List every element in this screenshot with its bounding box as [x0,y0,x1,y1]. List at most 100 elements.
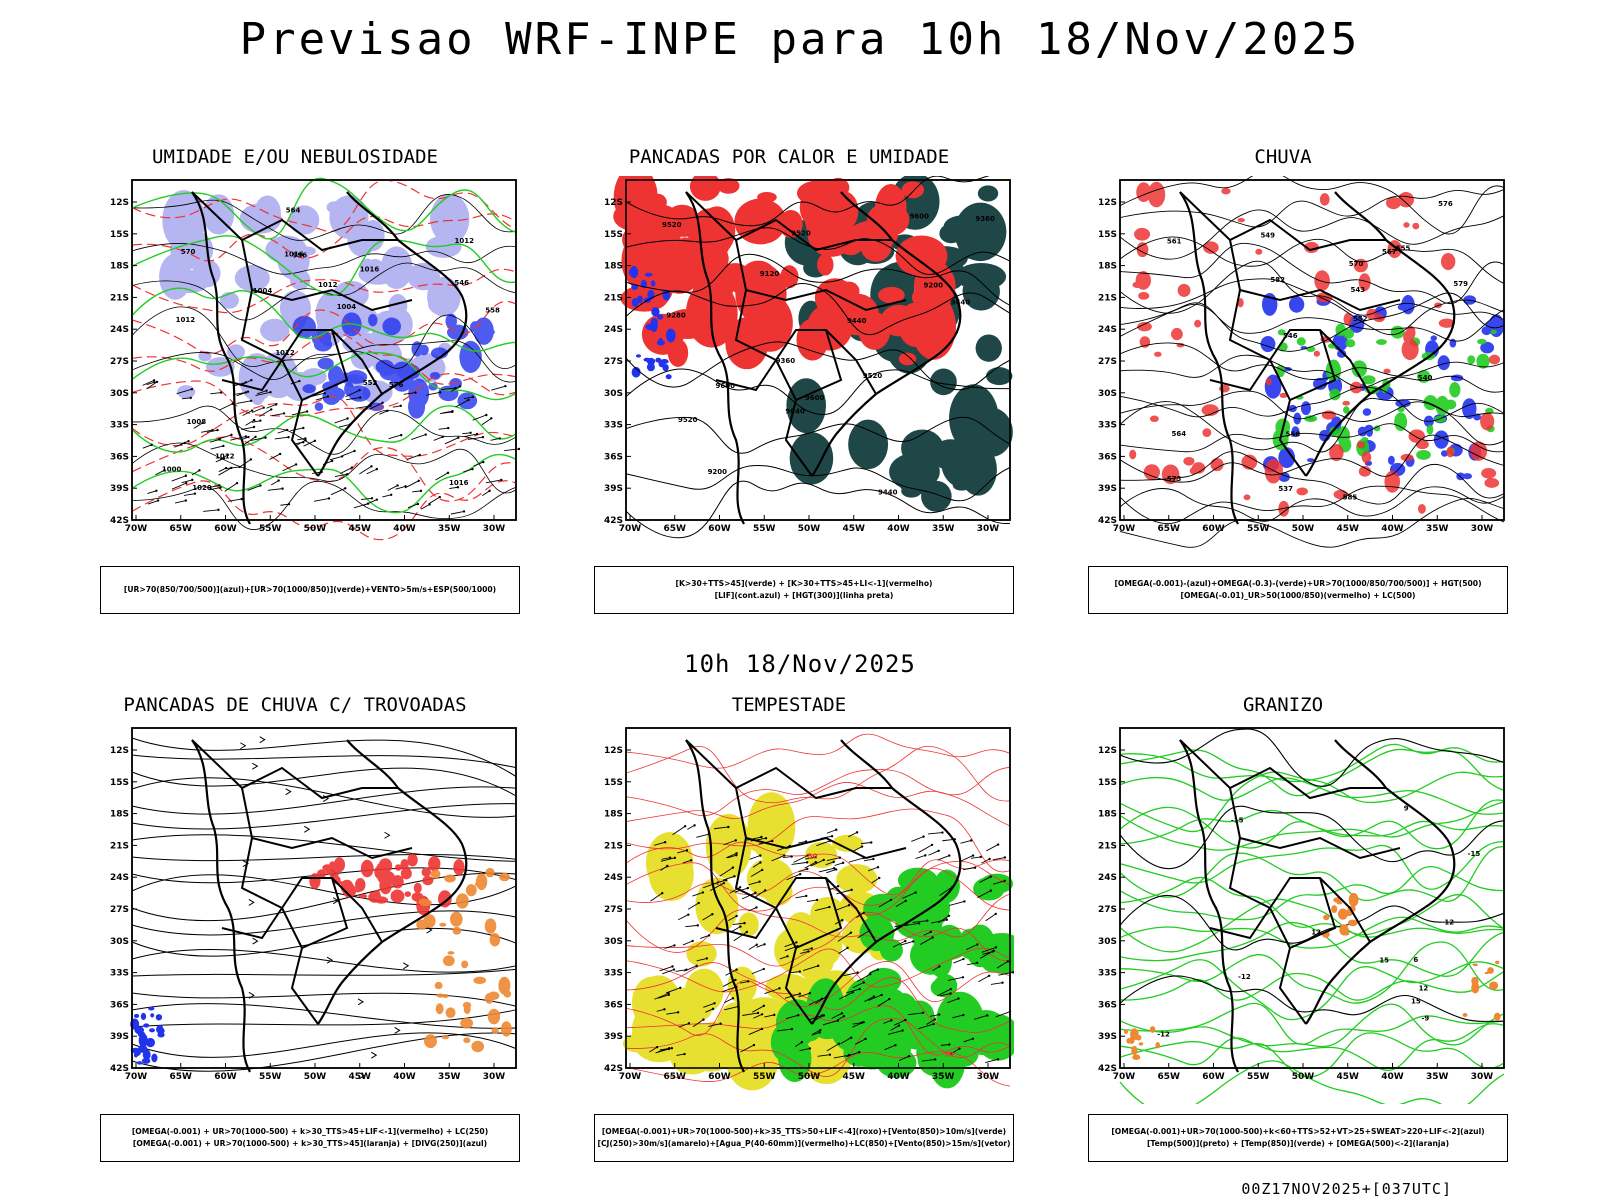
lon-label: 35W [438,524,461,534]
wind-vector [338,424,351,428]
wind-vector-head [790,855,793,858]
wind-vector-head [359,396,362,399]
wind-vector [245,419,255,426]
shaded-area [1154,351,1162,357]
wind-vector [255,391,271,397]
wind-vector [193,422,203,429]
isoline [1119,386,1505,422]
contour-label: 549 [1260,232,1275,240]
wind-vector-head [735,852,738,855]
legend-box: [OMEGA(-0.001)-(azul)+OMEGA(-0.3)-(verde… [1088,566,1508,614]
wind-vector-head [504,384,507,388]
wind-vector-head [841,861,845,865]
lon-label: 40W [1381,1072,1404,1082]
wind-vector [978,975,990,983]
shaded-area [631,284,639,290]
wind-vector-head [851,991,855,994]
wind-vector [833,1054,850,1059]
legend-line: [OMEGA(-0.001) + UR>70(1000-500) + k>30_… [131,1127,489,1136]
shaded-area [143,1023,150,1028]
wind-vector-head [931,936,934,939]
lat-label: 27S [604,357,623,367]
wind-vector-head [876,866,880,869]
wind-vector-head [755,906,758,909]
wind-vector-head [250,378,253,382]
wind-vector [485,479,502,484]
wind-vector-head [862,911,865,915]
wind-vector-head [416,502,420,506]
isoline [1119,805,1505,869]
shaded-area [631,366,641,378]
wind-vector [703,882,718,889]
wind-vector-head [907,1054,911,1058]
legend-box: [OMEGA(-0.001) + UR>70(1000-500) + k>30_… [100,1114,520,1162]
shaded-area [1373,425,1381,432]
wind-vector [208,484,220,488]
shaded-area [655,357,662,363]
wind-vector-head [711,1007,715,1011]
shaded-area [1203,241,1219,254]
shaded-area [368,402,385,412]
wind-vector-head [819,1028,822,1032]
wind-vector-head [922,835,925,838]
shaded-area [442,955,455,967]
wind-vector [271,412,285,417]
contour-label: 558 [1286,431,1301,439]
wind-vector-head [850,888,853,892]
wind-vector [395,485,406,490]
wind-vector [740,980,749,984]
shaded-area [475,873,488,891]
shaded-area [646,362,655,372]
shaded-area [789,432,834,485]
wind-vector [932,966,940,972]
wind-vector-head [282,412,286,415]
wind-vector [808,998,823,1006]
isoline [131,177,517,240]
wind-vector [732,922,745,925]
isoline [1119,451,1505,505]
wind-vector [728,915,737,921]
wind-vector [940,993,951,997]
wind-vector-head [304,437,307,440]
shaded-area [1123,1029,1129,1034]
contour-label: 9 [1404,805,1409,813]
wind-vector [940,1044,950,1046]
wind-vector-head [231,402,234,405]
shaded-area [1260,335,1276,353]
wind-vector-head [323,392,326,395]
shaded-area [1194,319,1202,328]
wind-vector [315,396,328,401]
wind-vector [473,461,484,467]
contour-label: 537 [1278,485,1293,493]
wind-vector-head [375,498,379,501]
wind-vector-head [790,1027,794,1031]
lon-label: 65W [1158,524,1181,534]
wind-vector-head [414,391,417,394]
shaded-area [1471,982,1480,994]
shaded-area [473,317,494,345]
isoline [131,351,517,401]
wind-vector-head [810,947,813,950]
wind-vector [928,832,943,835]
wind-vector-head [806,854,810,857]
isoline [1119,898,1505,953]
wind-vector-head [467,398,470,402]
wind-vector-head [949,992,952,995]
wind-vector-head [778,987,781,990]
contour-label: 9360 [776,357,796,365]
legend-line: [LIF](cont.azul) + [HGT(300)](linha pret… [714,591,894,600]
wind-vector-head [835,828,838,831]
lat-label: 36S [110,452,129,462]
shaded-area [404,891,412,898]
map-frame-outline [1119,179,1505,521]
wind-vector [748,881,760,886]
wind-vector-head [758,880,761,883]
wind-vector-head [971,1037,975,1040]
shaded-area [1495,960,1500,965]
wind-vector-head [184,499,188,502]
wind-vector-head [763,943,766,946]
wind-vector-head [947,914,951,917]
wind-vector-head [702,1018,705,1021]
wind-vector-head [693,824,696,827]
wind-vector [786,1014,799,1019]
